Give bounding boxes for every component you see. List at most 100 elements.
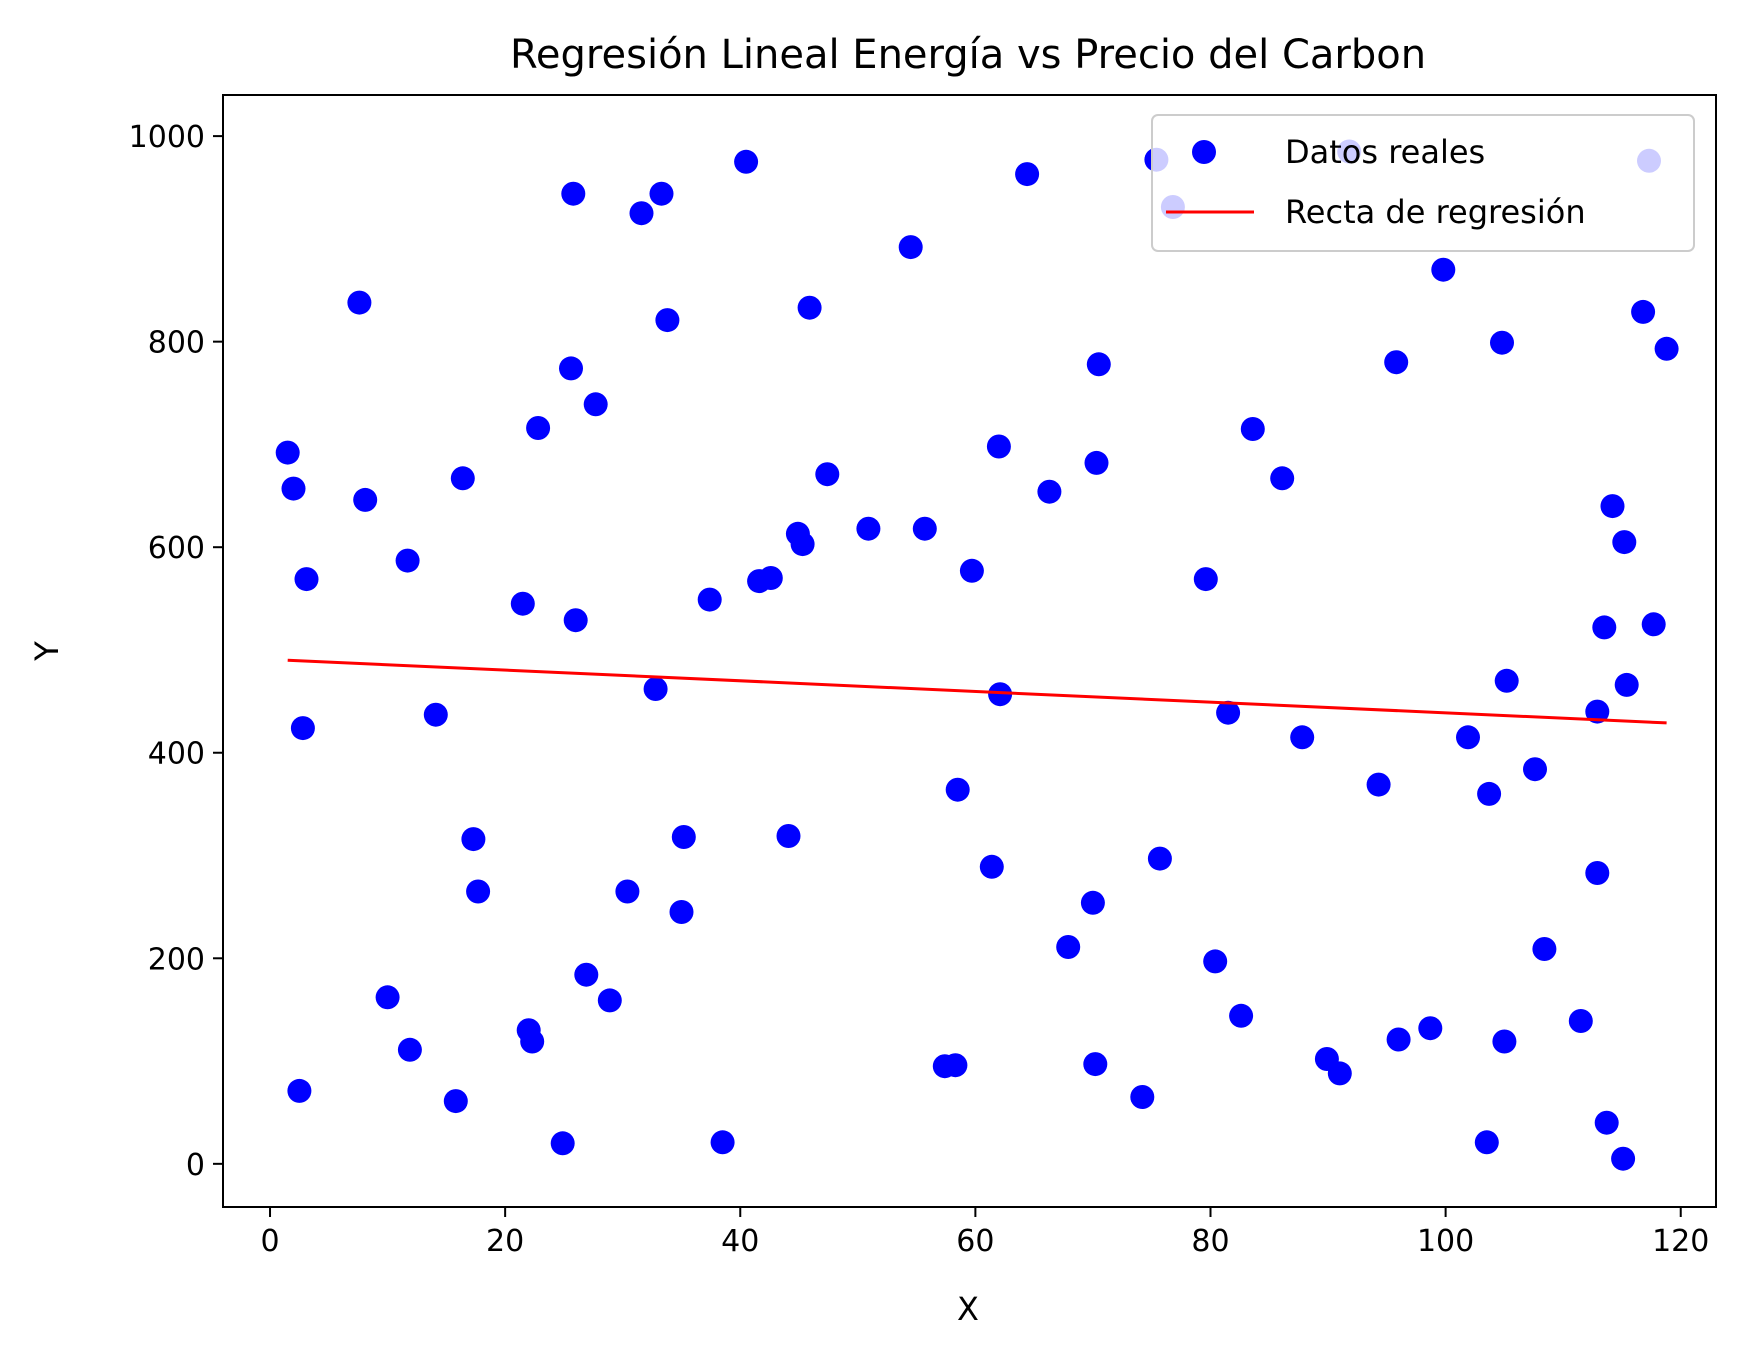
data-point	[1614, 672, 1639, 697]
data-point	[1494, 668, 1519, 693]
data-point	[375, 985, 400, 1010]
data-point	[294, 567, 319, 592]
data-point	[461, 827, 486, 852]
data-point	[1290, 725, 1315, 750]
data-point	[520, 1029, 545, 1054]
data-point	[1216, 700, 1241, 725]
data-point	[1477, 781, 1502, 806]
data-point	[1366, 772, 1391, 797]
data-point	[1600, 494, 1625, 519]
data-point	[450, 466, 475, 491]
data-point	[395, 548, 420, 573]
data-point	[1585, 861, 1610, 885]
x-tick-label: 20	[486, 1224, 524, 1259]
y-tick-label: 600	[148, 531, 205, 566]
data-point	[574, 962, 599, 987]
data-point	[526, 416, 551, 440]
data-point	[561, 181, 586, 206]
data-point	[1585, 699, 1610, 724]
data-point	[1229, 1003, 1254, 1028]
data-point	[1592, 615, 1617, 640]
data-point	[943, 1053, 968, 1078]
data-point	[979, 854, 1004, 879]
data-point	[671, 825, 696, 849]
regression-line	[287, 658, 1667, 725]
plot-frame	[222, 94, 1717, 1208]
x-tick-label: 100	[1417, 1224, 1474, 1259]
data-point	[1080, 890, 1105, 915]
x-tick-label: 80	[1191, 1224, 1229, 1259]
data-point	[898, 235, 923, 260]
x-tick-label: 0	[260, 1224, 279, 1259]
data-point	[583, 392, 608, 417]
data-point	[697, 587, 722, 612]
data-point	[1193, 567, 1218, 592]
data-point	[1532, 937, 1557, 961]
data-point	[669, 900, 694, 924]
data-point	[615, 879, 640, 904]
data-point	[1611, 1146, 1636, 1171]
y-tick-label: 0	[186, 1148, 205, 1183]
data-point	[597, 988, 622, 1013]
data-point	[710, 1130, 735, 1155]
data-point	[1612, 530, 1637, 555]
data-point	[290, 716, 315, 741]
data-point	[1594, 1110, 1619, 1135]
data-point	[1203, 949, 1228, 974]
data-point	[1654, 336, 1679, 361]
data-point	[629, 201, 654, 226]
data-point	[959, 558, 984, 583]
data-point	[1431, 257, 1456, 282]
legend-label-datos-reales: Datos reales	[1285, 133, 1485, 171]
x-tick-label: 40	[721, 1224, 759, 1259]
data-point	[1270, 466, 1295, 491]
data-point	[1641, 612, 1666, 637]
y-axis: 0 200 400 600 800 1000	[129, 120, 223, 1183]
data-point	[758, 566, 783, 590]
data-point	[1418, 1016, 1443, 1041]
data-point	[988, 682, 1013, 707]
plot-area	[275, 139, 1679, 1171]
y-tick-label: 1000	[129, 120, 205, 155]
data-point	[1492, 1029, 1517, 1054]
data-point	[287, 1078, 312, 1103]
data-point	[563, 608, 588, 633]
data-point	[281, 476, 306, 501]
legend-label-recta: Recta de regresión	[1285, 193, 1586, 231]
data-point	[466, 879, 491, 904]
data-point	[1130, 1085, 1155, 1109]
data-point	[649, 181, 674, 206]
data-point	[1490, 330, 1514, 355]
data-point	[856, 516, 881, 541]
data-point	[986, 434, 1011, 459]
data-point	[1240, 417, 1265, 441]
data-point	[734, 149, 759, 174]
data-point	[1568, 1009, 1593, 1033]
data-point	[776, 824, 801, 848]
data-point	[559, 356, 583, 381]
data-point	[1384, 350, 1409, 375]
data-point	[1056, 935, 1081, 959]
chart-title: Regresión Lineal Energía vs Precio del C…	[510, 32, 1426, 78]
x-axis: 0 20 40 60 80 100 120	[260, 1207, 1709, 1259]
y-tick-label: 400	[148, 737, 205, 772]
data-point	[550, 1131, 575, 1156]
data-point	[510, 591, 535, 616]
x-tick-label: 60	[956, 1224, 994, 1259]
legend: Datos reales Recta de regresión	[1151, 114, 1695, 252]
data-point	[912, 516, 937, 541]
data-point	[423, 702, 448, 727]
data-point	[275, 440, 300, 465]
x-axis-label: X	[957, 1290, 979, 1328]
data-point	[347, 290, 372, 315]
data-point	[1037, 479, 1062, 504]
data-point	[353, 487, 378, 512]
data-point	[1147, 846, 1172, 871]
data-point	[443, 1089, 468, 1114]
y-tick-label: 800	[148, 326, 205, 361]
data-point	[815, 462, 840, 487]
data-point	[1523, 757, 1547, 782]
y-axis-label: Y	[28, 641, 66, 662]
data-point	[1327, 1061, 1352, 1086]
